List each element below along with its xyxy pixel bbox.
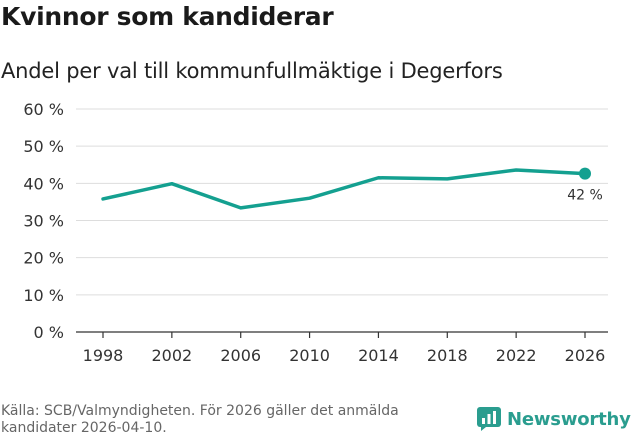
end-value-label: 42 % bbox=[567, 188, 603, 204]
x-tick-label: 2026 bbox=[565, 346, 606, 365]
y-tick-label: 0 % bbox=[34, 323, 64, 342]
x-tick-label: 2018 bbox=[427, 346, 468, 365]
chart-subtitle: Andel per val till kommunfullmäktige i D… bbox=[1, 59, 503, 83]
y-tick-label: 40 % bbox=[23, 174, 64, 193]
x-tick-label: 2002 bbox=[151, 346, 192, 365]
end-point-marker bbox=[579, 167, 591, 180]
x-tick-label: 2014 bbox=[358, 346, 399, 365]
x-tick-label: 2010 bbox=[289, 346, 330, 365]
newsworthy-logo-icon bbox=[477, 407, 501, 431]
x-tick-label: 1998 bbox=[83, 346, 124, 365]
brand-name: Newsworthy bbox=[507, 408, 631, 430]
brand-logo: Newsworthy bbox=[477, 407, 631, 431]
source-note: Källa: SCB/Valmyndigheten. För 2026 gäll… bbox=[1, 403, 399, 436]
x-tick-label: 2022 bbox=[496, 346, 537, 365]
y-tick-label: 20 % bbox=[23, 249, 64, 268]
y-tick-label: 60 % bbox=[23, 100, 64, 119]
chart-title: Kvinnor som kandiderar bbox=[1, 2, 334, 31]
line-chart: 0 % 10 % 20 % 30 % 40 % 50 % 60 % 1998 2002 2006 2… bbox=[23, 100, 608, 365]
x-tick-label: 2006 bbox=[220, 346, 261, 365]
y-tick-label: 10 % bbox=[23, 286, 64, 305]
series-line bbox=[101, 168, 587, 210]
y-tick-label: 50 % bbox=[23, 137, 64, 156]
y-tick-label: 30 % bbox=[23, 212, 64, 231]
